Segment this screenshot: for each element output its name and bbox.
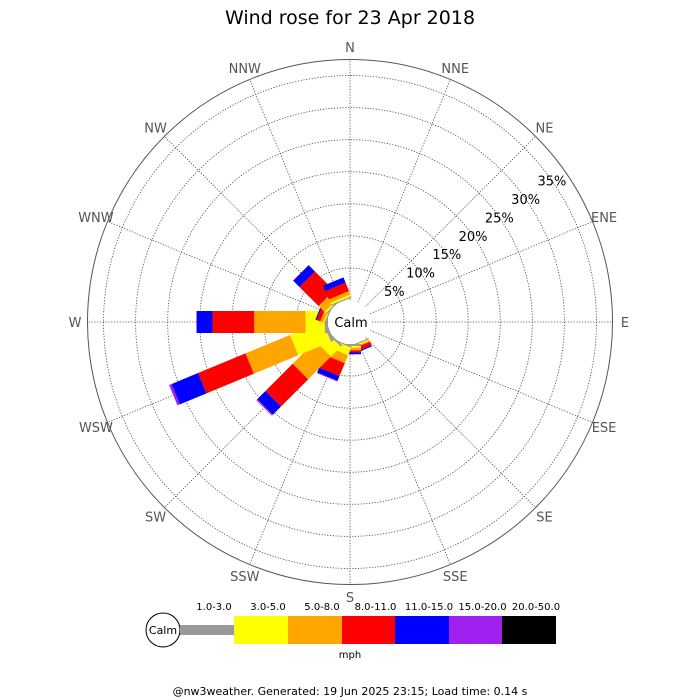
legend-swatch bbox=[342, 616, 395, 644]
direction-label: ESE bbox=[592, 421, 617, 436]
legend-calm-label: Calm bbox=[149, 624, 177, 637]
petal-segment bbox=[245, 334, 299, 374]
petal-nnw bbox=[323, 277, 352, 306]
radial-tick-labels: 5%10% 15% 20% 25% 30% 35% bbox=[384, 175, 566, 300]
legend-bin-label: 15.0-20.0 bbox=[458, 602, 506, 613]
petal-segment bbox=[256, 399, 273, 416]
speed-legend: Calm 1.0-3.0 3.0-5.0 5.0-8.0 8.0-11.0 11.0-15… bbox=[145, 602, 560, 661]
petal-segment bbox=[330, 294, 352, 305]
legend-bin-label: 11.0-15.0 bbox=[405, 602, 453, 613]
grid-spoke bbox=[365, 337, 536, 508]
legend-swatch bbox=[502, 616, 556, 644]
radial-tick-label: 30% bbox=[511, 193, 540, 208]
direction-labels: N NNE NE ENE E ESE SE SSE S SSW SW WSW W WNW NW NNW bbox=[69, 41, 630, 606]
grid-ring bbox=[295, 267, 405, 377]
direction-label: SSW bbox=[230, 570, 260, 585]
grid-spoke bbox=[358, 342, 451, 565]
grid-spoke bbox=[107, 221, 330, 314]
petal-segment bbox=[317, 367, 340, 381]
radial-tick-label: 10% bbox=[406, 267, 435, 282]
petal-segment bbox=[196, 311, 213, 333]
legend-bin-label: 3.0-5.0 bbox=[250, 602, 285, 613]
radial-tick-label: 5% bbox=[384, 285, 405, 300]
radial-tick-label: 35% bbox=[537, 175, 566, 190]
legend-bin-label: 8.0-11.0 bbox=[355, 602, 397, 613]
petal-segment bbox=[339, 352, 361, 355]
chart-title: Wind rose for 23 Apr 2018 bbox=[225, 7, 475, 29]
direction-label: N bbox=[345, 41, 355, 56]
direction-label: NNW bbox=[229, 62, 261, 77]
grid-spoke bbox=[249, 342, 342, 565]
calm-center: Calm bbox=[328, 300, 372, 344]
radial-tick-label: 15% bbox=[432, 248, 461, 263]
petal-segment bbox=[293, 265, 316, 288]
petal-segment bbox=[323, 277, 346, 292]
legend-bin-label: 5.0-8.0 bbox=[304, 602, 339, 613]
grid-spoke bbox=[249, 79, 342, 302]
petal-segment bbox=[339, 350, 361, 353]
direction-label: SSE bbox=[443, 570, 468, 585]
wind-petals bbox=[169, 265, 373, 416]
legend-swatch bbox=[395, 616, 449, 644]
direction-label: NNE bbox=[441, 62, 469, 77]
grid-spoke bbox=[365, 136, 536, 307]
petal-segment bbox=[339, 344, 361, 346]
petal-segment bbox=[330, 296, 352, 306]
radial-tick-label: 25% bbox=[485, 211, 514, 226]
direction-label: NE bbox=[535, 122, 553, 137]
legend-swatch bbox=[180, 625, 234, 635]
legend-swatch bbox=[449, 616, 502, 644]
legend-bin-label: 20.0-50.0 bbox=[512, 602, 560, 613]
calm-label: Calm bbox=[334, 316, 367, 331]
petal-segment bbox=[169, 384, 180, 406]
legend-swatch bbox=[234, 616, 288, 644]
direction-label: SE bbox=[536, 510, 552, 525]
grid-ring bbox=[199, 171, 501, 473]
petal-segment bbox=[292, 341, 331, 380]
legend-bin-label: 1.0-3.0 bbox=[196, 602, 231, 613]
petal-segment bbox=[265, 363, 309, 407]
direction-label: WNW bbox=[78, 211, 114, 226]
petal-segment bbox=[171, 373, 207, 405]
outer-ring bbox=[87, 59, 613, 585]
petal-segment bbox=[212, 311, 255, 333]
grid-spoke bbox=[358, 79, 451, 302]
grid-spoke bbox=[370, 330, 593, 423]
direction-label: S bbox=[346, 591, 354, 606]
petal-wsw bbox=[169, 320, 334, 406]
direction-label: WSW bbox=[79, 421, 113, 436]
petal-segment bbox=[299, 271, 335, 307]
direction-label: E bbox=[621, 316, 629, 331]
footer-text: @nw3weather. Generated: 19 Jun 2025 23:1… bbox=[173, 685, 528, 698]
petal-segment bbox=[328, 290, 351, 303]
legend-unit: mph bbox=[339, 650, 361, 661]
grid-spoke bbox=[370, 221, 593, 314]
direction-label: ENE bbox=[591, 211, 617, 226]
petal-w bbox=[196, 311, 328, 333]
grid-ring bbox=[135, 107, 565, 537]
direction-label: NW bbox=[144, 122, 167, 137]
legend-swatch bbox=[288, 616, 342, 644]
petal-sw bbox=[256, 329, 343, 416]
petal-segment bbox=[254, 311, 306, 333]
grid-ring bbox=[263, 235, 437, 409]
petal-segment bbox=[316, 372, 338, 382]
radial-tick-label: 20% bbox=[459, 230, 488, 245]
direction-label: W bbox=[69, 316, 82, 331]
petal-segment bbox=[325, 282, 350, 300]
direction-label: SW bbox=[145, 510, 166, 525]
petal-segment bbox=[257, 390, 282, 415]
petal-segment bbox=[198, 353, 254, 394]
